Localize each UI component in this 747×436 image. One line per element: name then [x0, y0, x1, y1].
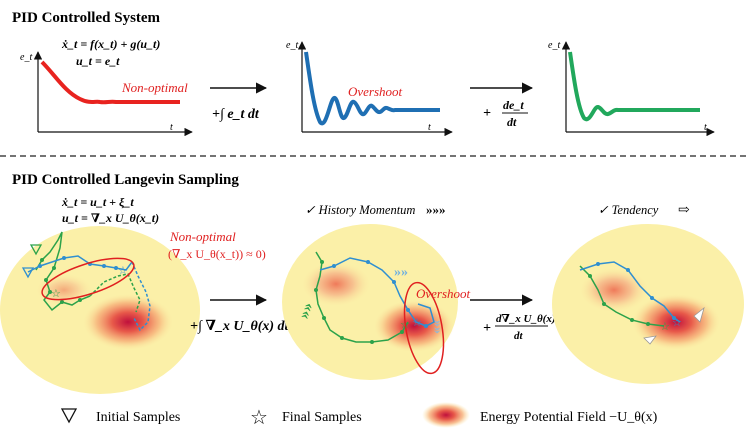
top-eq-line1: ẋ_t = f(x_t) + g(u_t) [61, 37, 160, 51]
derivative-denominator: dt [507, 115, 517, 129]
plot-panel-overshoot: e_t t Overshoot [286, 40, 453, 137]
zero-gradient-note: (∇_x U_θ(x_t)) ≈ 0) [168, 247, 266, 261]
overshoot-sampling-note: Overshoot [416, 286, 471, 301]
tendency-label: ✓ Tendency [598, 203, 659, 217]
overshoot-note: Overshoot [348, 84, 403, 99]
bottom-section-title: PID Controlled Langevin Sampling [12, 172, 239, 188]
star-icon: ☆ [250, 407, 268, 429]
legend-initial-samples: Initial Samples [96, 410, 180, 425]
x-axis-label: t [704, 122, 707, 133]
integral-term-label: +∫ e_t dt [212, 107, 260, 122]
y-axis-label: e_t [286, 40, 298, 51]
non-optimal-sampling-note: Non-optimal [169, 229, 236, 244]
derivative-sampling-plus: + [483, 321, 491, 336]
svg-text:☆: ☆ [672, 317, 682, 329]
tendency-arrow-icon: ⇨ [678, 203, 690, 218]
plot-panel-optimal: e_t t [548, 40, 715, 137]
sampling-panel-tendency: ✓ Tendency ⇨ ☆ ☆ [552, 203, 744, 384]
bottom-eq-line2: u_t = ∇_x U_θ(x_t) [62, 211, 159, 225]
plot-panel-non-optimal: e_t t Non-optimal [20, 51, 193, 137]
derivative-sampling-denominator: dt [514, 330, 524, 342]
top-eq-line2: u_t = e_t [76, 54, 120, 68]
derivative-sampling-numerator: d∇_x U_θ(x) [496, 313, 556, 325]
sampling-panel-non-optimal: ☆ ☆ Non-optimal (∇_x U_θ(x_t)) ≈ 0) [0, 226, 266, 394]
non-optimal-note: Non-optimal [121, 80, 188, 95]
top-section-title: PID Controlled System [12, 10, 161, 26]
derivative-plus: + [483, 106, 491, 121]
energy-field-icon [422, 402, 470, 428]
y-axis-label: e_t [20, 52, 32, 63]
svg-text:☆: ☆ [51, 288, 61, 300]
sampling-panel-history-momentum: ✓ History Momentum »»» ☆ ☆ »» »» »» Over… [282, 202, 471, 380]
svg-text:»»: »» [295, 300, 316, 321]
bottom-eq-line1: ẋ_t = u_t + ξ_t [61, 195, 134, 209]
svg-text:☆: ☆ [118, 265, 128, 277]
svg-text:»»: »» [394, 265, 408, 280]
triangle-icon [60, 408, 78, 424]
integral-gradient-label: +∫ ∇_x U_θ(x) dt [190, 319, 290, 334]
x-axis-label: t [428, 122, 431, 133]
svg-text:☆: ☆ [412, 317, 422, 329]
y-axis-label: e_t [548, 40, 560, 51]
x-axis-label: t [170, 122, 173, 133]
legend: Initial Samples ☆ Final Samples Energy P… [60, 402, 658, 429]
legend-final-samples: Final Samples [282, 410, 362, 425]
history-momentum-icon: »»» [426, 202, 446, 217]
svg-text:☆: ☆ [660, 321, 670, 333]
derivative-numerator: de_t [503, 98, 524, 112]
history-momentum-label: ✓ History Momentum [305, 203, 415, 217]
legend-energy-field: Energy Potential Field −U_θ(x) [480, 410, 658, 425]
